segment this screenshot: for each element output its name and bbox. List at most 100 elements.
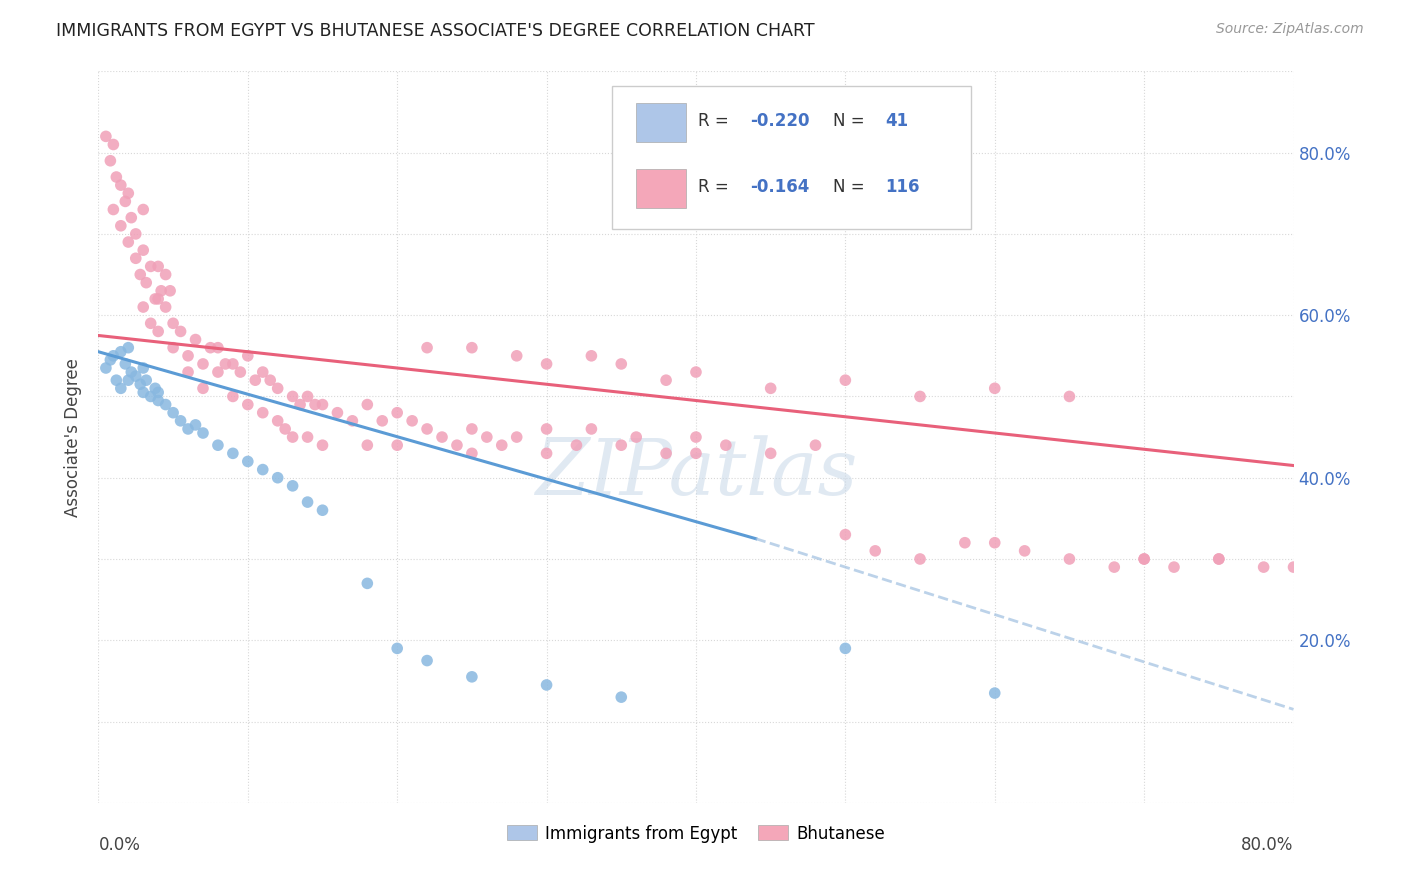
- Legend: Immigrants from Egypt, Bhutanese: Immigrants from Egypt, Bhutanese: [501, 818, 891, 849]
- Point: [1059, 552, 1081, 566]
- Point: [177, 365, 200, 379]
- Point: [326, 406, 349, 420]
- Point: [685, 430, 707, 444]
- Point: [169, 414, 191, 428]
- Point: [103, 202, 125, 217]
- Point: [207, 438, 229, 452]
- Point: [475, 430, 498, 444]
- Point: [236, 454, 259, 468]
- Point: [297, 495, 319, 509]
- Point: [98, 352, 122, 367]
- Point: [297, 430, 319, 444]
- Point: [207, 365, 229, 379]
- Point: [229, 365, 252, 379]
- Point: [1282, 560, 1305, 574]
- Point: [1208, 552, 1230, 566]
- Point: [461, 670, 484, 684]
- Point: [984, 686, 1007, 700]
- Point: [461, 341, 484, 355]
- Point: [1133, 552, 1156, 566]
- Point: [430, 430, 453, 444]
- Point: [135, 373, 157, 387]
- Point: [536, 678, 558, 692]
- FancyBboxPatch shape: [613, 86, 972, 228]
- Point: [148, 292, 170, 306]
- Point: [491, 438, 513, 452]
- Point: [200, 341, 222, 355]
- Text: 80.0%: 80.0%: [1241, 836, 1294, 854]
- Point: [103, 137, 125, 152]
- Point: [759, 446, 782, 460]
- Point: [252, 462, 274, 476]
- Point: [274, 422, 297, 436]
- Text: R =: R =: [699, 112, 730, 130]
- Point: [222, 446, 245, 460]
- Point: [385, 438, 409, 452]
- Text: 41: 41: [884, 112, 908, 130]
- Point: [288, 398, 311, 412]
- Point: [536, 422, 558, 436]
- Point: [114, 194, 136, 209]
- Point: [446, 438, 468, 452]
- Point: [207, 341, 229, 355]
- Point: [297, 389, 319, 403]
- Point: [139, 316, 162, 330]
- Point: [252, 406, 274, 420]
- Point: [148, 325, 170, 339]
- Point: [581, 422, 603, 436]
- Point: [311, 438, 333, 452]
- Point: [304, 398, 326, 412]
- Point: [685, 365, 707, 379]
- Point: [267, 471, 290, 485]
- Point: [834, 641, 856, 656]
- Point: [132, 385, 155, 400]
- Point: [117, 373, 139, 387]
- Text: R =: R =: [699, 178, 730, 196]
- Point: [155, 268, 177, 282]
- Point: [110, 344, 132, 359]
- Point: [1163, 560, 1185, 574]
- Point: [135, 276, 157, 290]
- Text: 116: 116: [884, 178, 920, 196]
- Point: [1059, 389, 1081, 403]
- Point: [191, 357, 214, 371]
- Point: [685, 446, 707, 460]
- Point: [356, 438, 378, 452]
- Point: [117, 186, 139, 201]
- Point: [267, 381, 290, 395]
- Point: [655, 373, 678, 387]
- Point: [94, 361, 117, 376]
- Point: [148, 260, 170, 274]
- Point: [252, 365, 274, 379]
- Text: N =: N =: [834, 112, 865, 130]
- Point: [162, 406, 184, 420]
- Point: [1253, 560, 1275, 574]
- Point: [191, 381, 214, 395]
- Point: [416, 422, 439, 436]
- Point: [908, 552, 931, 566]
- Point: [129, 268, 152, 282]
- Point: [110, 178, 132, 193]
- Point: [311, 398, 333, 412]
- Point: [908, 389, 931, 403]
- Y-axis label: Associate's Degree: Associate's Degree: [65, 358, 83, 516]
- Text: N =: N =: [834, 178, 865, 196]
- Point: [610, 438, 633, 452]
- Point: [214, 357, 236, 371]
- Text: -0.164: -0.164: [749, 178, 808, 196]
- Point: [865, 544, 887, 558]
- Point: [94, 129, 117, 144]
- Point: [461, 422, 484, 436]
- Point: [1133, 552, 1156, 566]
- Point: [581, 349, 603, 363]
- Point: [461, 446, 484, 460]
- Point: [132, 300, 155, 314]
- Point: [117, 341, 139, 355]
- Point: [125, 227, 148, 241]
- Point: [371, 414, 394, 428]
- Point: [139, 389, 162, 403]
- Point: [267, 414, 290, 428]
- Point: [177, 422, 200, 436]
- Point: [105, 169, 128, 184]
- Point: [804, 438, 827, 452]
